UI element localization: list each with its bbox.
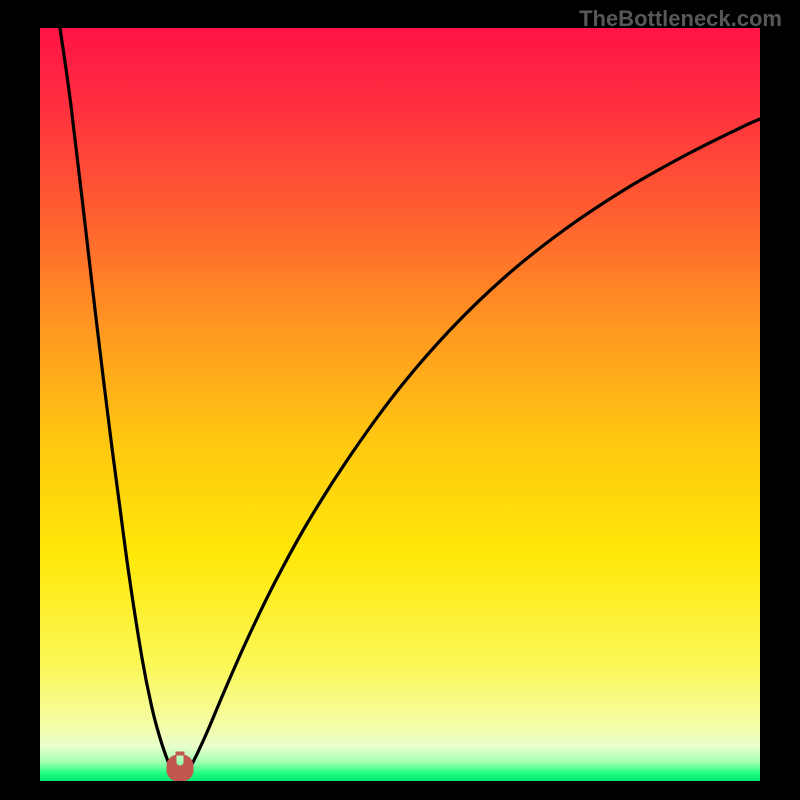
- plot-area: [40, 28, 760, 781]
- curve-right: [188, 119, 760, 770]
- chart-container: TheBottleneck.com: [0, 0, 800, 800]
- watermark-text: TheBottleneck.com: [579, 6, 782, 32]
- curve-left: [60, 28, 173, 771]
- bottleneck-marker: [167, 752, 193, 781]
- curve-layer: [40, 28, 760, 781]
- bottleneck-marker-shape: [167, 752, 193, 781]
